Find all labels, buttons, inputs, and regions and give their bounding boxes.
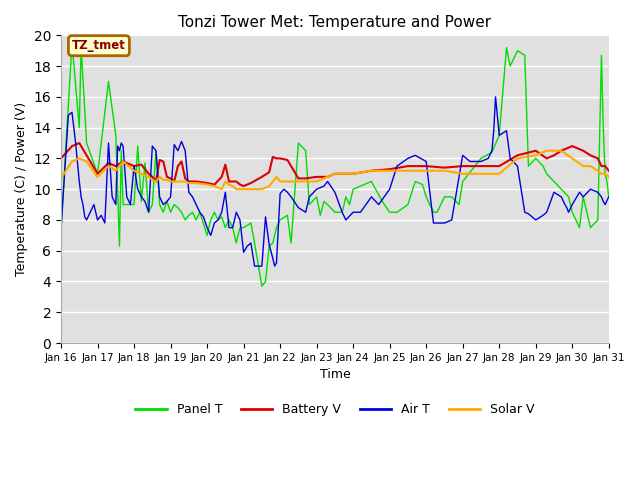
Solar V bbox=[495, 171, 503, 177]
Air T bbox=[440, 220, 448, 226]
Solar V bbox=[605, 174, 612, 180]
Solar V bbox=[587, 163, 595, 169]
Panel T bbox=[68, 40, 76, 46]
Solar V bbox=[218, 186, 225, 192]
Air T bbox=[539, 213, 547, 218]
Line: Solar V: Solar V bbox=[61, 151, 609, 189]
Air T bbox=[251, 263, 259, 269]
Line: Air T: Air T bbox=[61, 97, 609, 266]
Text: TZ_tmet: TZ_tmet bbox=[72, 39, 126, 52]
Panel T bbox=[258, 283, 266, 289]
Legend: Panel T, Battery V, Air T, Solar V: Panel T, Battery V, Air T, Solar V bbox=[131, 398, 540, 421]
Panel T bbox=[605, 194, 612, 200]
Battery V bbox=[587, 153, 595, 158]
Solar V bbox=[57, 176, 65, 181]
Line: Panel T: Panel T bbox=[61, 43, 609, 286]
Y-axis label: Temperature (C) / Power (V): Temperature (C) / Power (V) bbox=[15, 102, 28, 276]
Panel T bbox=[433, 209, 441, 215]
Panel T bbox=[276, 217, 284, 223]
Battery V bbox=[605, 168, 612, 174]
Solar V bbox=[543, 148, 550, 154]
X-axis label: Time: Time bbox=[319, 368, 350, 381]
Battery V bbox=[57, 156, 65, 161]
Solar V bbox=[349, 171, 357, 177]
Battery V bbox=[76, 140, 83, 146]
Battery V bbox=[422, 163, 430, 169]
Panel T bbox=[185, 213, 193, 218]
Air T bbox=[313, 186, 321, 192]
Battery V bbox=[514, 153, 522, 158]
Line: Battery V: Battery V bbox=[61, 143, 609, 186]
Air T bbox=[57, 226, 65, 232]
Solar V bbox=[579, 163, 587, 169]
Panel T bbox=[349, 186, 357, 192]
Panel T bbox=[477, 156, 484, 161]
Battery V bbox=[367, 168, 375, 174]
Battery V bbox=[579, 148, 587, 154]
Air T bbox=[134, 186, 141, 192]
Solar V bbox=[594, 168, 602, 174]
Panel T bbox=[116, 243, 124, 249]
Air T bbox=[605, 194, 612, 200]
Battery V bbox=[594, 156, 602, 161]
Title: Tonzi Tower Met: Temperature and Power: Tonzi Tower Met: Temperature and Power bbox=[179, 15, 492, 30]
Battery V bbox=[240, 183, 248, 189]
Air T bbox=[502, 128, 510, 133]
Air T bbox=[181, 148, 189, 154]
Air T bbox=[492, 94, 499, 100]
Panel T bbox=[57, 226, 65, 232]
Solar V bbox=[404, 168, 412, 174]
